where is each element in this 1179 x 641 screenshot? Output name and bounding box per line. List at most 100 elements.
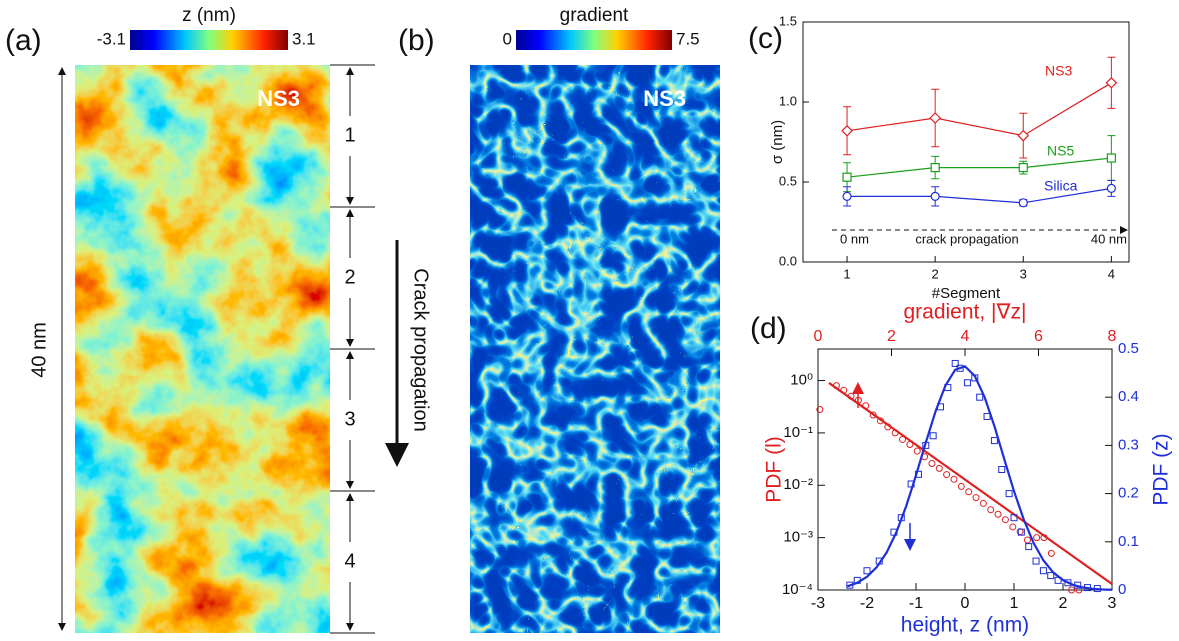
y-tick-label: 1.0 — [779, 93, 797, 108]
segment-label: 1 — [344, 124, 355, 146]
x-tick-label: 1 — [1010, 595, 1019, 612]
y2-tick-label: 0.3 — [1118, 436, 1139, 453]
marker — [1017, 528, 1025, 536]
marker — [929, 112, 942, 124]
marker — [965, 488, 973, 496]
marker — [998, 466, 1006, 473]
marker — [950, 475, 958, 483]
y-tick-label: 1.5 — [779, 13, 797, 28]
panel-label: (b) — [398, 24, 435, 57]
marker — [1010, 514, 1018, 522]
plot-frame — [802, 21, 1130, 263]
segment-label: 3 — [344, 408, 355, 430]
x2-tick-label: 4 — [961, 328, 970, 345]
colorbar-tick-label: 7.5 — [676, 29, 700, 48]
marker — [1032, 557, 1040, 565]
marker — [1106, 183, 1116, 193]
marker — [943, 471, 951, 479]
series-line — [846, 157, 1112, 178]
y2-tick-label: 0 — [1118, 581, 1126, 598]
x-tick-label: -2 — [860, 595, 874, 612]
colorbar-tick-label: 3.1 — [292, 29, 316, 48]
segment-label: 4 — [344, 550, 355, 572]
colorbar-title: z (nm) — [182, 5, 236, 26]
x-tick-label: -1 — [909, 595, 923, 612]
y2-tick-label: 0.5 — [1118, 340, 1139, 357]
inset-label: NS3 — [643, 86, 686, 111]
marker — [1009, 523, 1017, 531]
marker — [816, 405, 824, 413]
marker — [1106, 153, 1116, 163]
y-axis-label: σ (nm) — [769, 120, 786, 164]
x2-tick-label: 2 — [887, 328, 896, 345]
marker — [930, 191, 940, 201]
marker — [930, 163, 940, 173]
x-tick-label: 2 — [932, 266, 939, 281]
marker — [987, 506, 995, 514]
inset-label: NS3 — [257, 86, 300, 111]
marker — [929, 432, 937, 440]
marker — [928, 460, 936, 468]
y2-tick-label: 0.2 — [1118, 485, 1139, 502]
marker — [1018, 163, 1028, 173]
y-tick-label: 10⁻³ — [783, 529, 813, 546]
marker — [1005, 490, 1013, 498]
marker — [1047, 549, 1055, 557]
x-tick-label: 1 — [843, 266, 850, 281]
marker — [951, 359, 959, 367]
y-tick-label: 10⁻² — [783, 476, 813, 493]
x-tick-label: 3 — [1020, 266, 1027, 281]
marker — [972, 494, 980, 502]
marker — [963, 379, 971, 387]
marker — [1017, 129, 1030, 142]
y2-tick-label: 0.4 — [1118, 388, 1139, 405]
x-tick-label: -3 — [811, 595, 825, 612]
colorbar — [516, 30, 672, 50]
marker — [1068, 586, 1076, 594]
y-tick-label: 10⁰ — [790, 371, 813, 388]
y2-axis-label: PDF (z) — [1150, 433, 1173, 505]
x-axis-label: #Segment — [932, 285, 1001, 302]
annotation: 0 nm — [840, 231, 869, 246]
marker — [842, 172, 852, 182]
marker — [957, 482, 965, 490]
marker — [1025, 543, 1033, 551]
x-tick-label: 3 — [1108, 595, 1117, 612]
marker — [869, 411, 877, 419]
x2-axis-label: gradient, |∇z| — [903, 301, 1026, 324]
marker — [1033, 534, 1041, 542]
marker — [990, 437, 998, 445]
y-tick-label: 10⁻⁴ — [782, 581, 813, 598]
x2-tick-label: 0 — [814, 328, 823, 345]
marker — [842, 191, 852, 201]
colorbar — [130, 30, 288, 50]
y-tick-label: 0.0 — [779, 253, 797, 268]
marker — [979, 499, 987, 507]
series-label: NS5 — [1047, 143, 1074, 159]
y-axis-label: PDF (l) — [763, 436, 786, 503]
x-tick-label: 0 — [961, 595, 970, 612]
colorbar-tick-label: -3.1 — [97, 29, 126, 48]
crack-label: Crack propagation — [410, 268, 432, 431]
marker — [1039, 567, 1047, 575]
colorbar-title: gradient — [560, 5, 629, 26]
annotation: 40 nm — [1091, 231, 1127, 246]
marker — [976, 393, 984, 401]
scale-label: 40 nm — [28, 322, 50, 378]
marker — [863, 567, 871, 575]
panel-label: (d) — [750, 312, 787, 345]
panel-label: (a) — [5, 24, 42, 57]
x2-tick-label: 8 — [1108, 328, 1117, 345]
segment-label: 2 — [344, 266, 355, 288]
marker — [1105, 76, 1118, 89]
heatmap-image — [470, 65, 720, 633]
series-label: NS3 — [1045, 63, 1072, 79]
marker — [1023, 536, 1031, 544]
series-line — [847, 187, 1112, 204]
marker — [935, 464, 943, 472]
fit-line — [847, 365, 1113, 591]
marker — [1001, 516, 1009, 524]
heatmap-image — [75, 65, 330, 633]
marker — [994, 510, 1002, 518]
